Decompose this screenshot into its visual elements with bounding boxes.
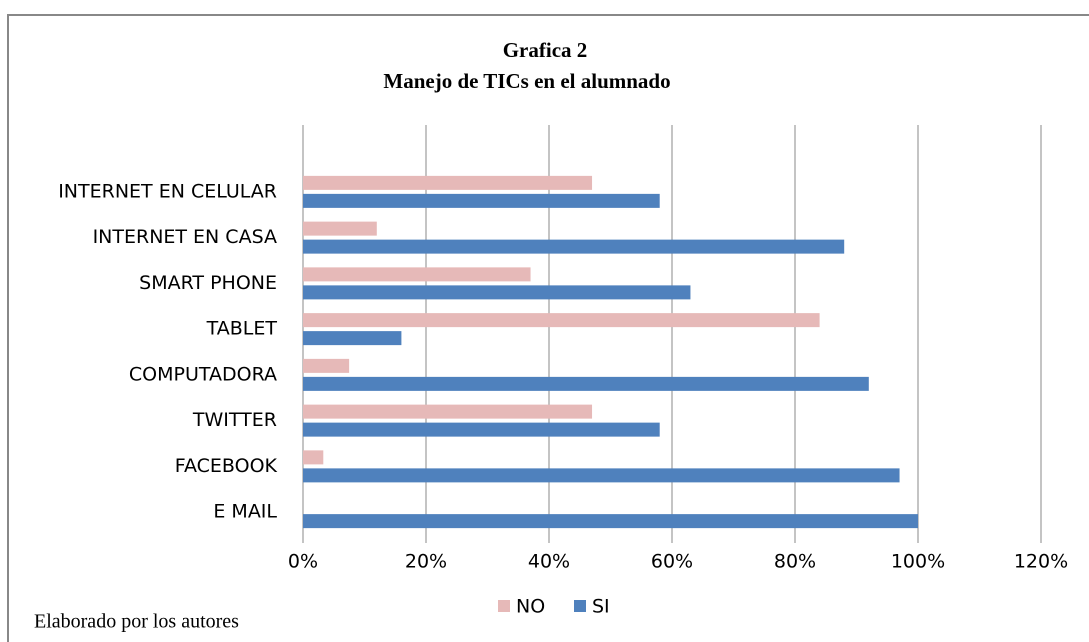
y-tick-label: TWITTER bbox=[192, 409, 277, 431]
x-tick-label: 0% bbox=[288, 551, 318, 573]
bar bbox=[303, 175, 593, 190]
bar bbox=[303, 267, 531, 282]
legend-label: SI bbox=[592, 596, 610, 618]
bar bbox=[303, 358, 350, 373]
bar bbox=[303, 285, 691, 300]
bar bbox=[303, 221, 377, 236]
y-tick-label: TABLET bbox=[206, 318, 278, 340]
y-tick-label: FACEBOOK bbox=[175, 455, 278, 477]
x-tick-label: 80% bbox=[774, 551, 816, 573]
legend-swatch bbox=[574, 600, 586, 612]
chart-subtitle: Manejo de TICs en el alumnado bbox=[383, 69, 670, 93]
y-tick-label: SMART PHONE bbox=[139, 272, 277, 294]
note: Elaborado por los autores bbox=[34, 611, 239, 633]
y-tick-label: INTERNET EN CASA bbox=[93, 226, 277, 248]
bar bbox=[303, 313, 820, 328]
bar bbox=[303, 450, 324, 465]
y-tick-label: COMPUTADORA bbox=[129, 363, 277, 385]
y-tick-label: E MAIL bbox=[213, 501, 277, 523]
bar bbox=[303, 239, 845, 254]
bar bbox=[303, 331, 402, 346]
bar bbox=[303, 468, 900, 483]
bar bbox=[303, 376, 869, 391]
x-tick-label: 20% bbox=[405, 551, 447, 573]
legend-label: NO bbox=[516, 596, 545, 618]
x-tick-label: 120% bbox=[1014, 551, 1068, 573]
bar bbox=[303, 514, 918, 529]
x-tick-label: 100% bbox=[891, 551, 945, 573]
bar bbox=[303, 404, 593, 419]
x-tick-label: 60% bbox=[651, 551, 693, 573]
chart-title: Grafica 2 bbox=[503, 38, 588, 62]
x-tick-label: 40% bbox=[528, 551, 570, 573]
bar bbox=[303, 193, 660, 208]
legend-swatch bbox=[498, 600, 510, 612]
bar bbox=[303, 422, 660, 437]
y-tick-label: INTERNET EN CELULAR bbox=[58, 180, 277, 202]
